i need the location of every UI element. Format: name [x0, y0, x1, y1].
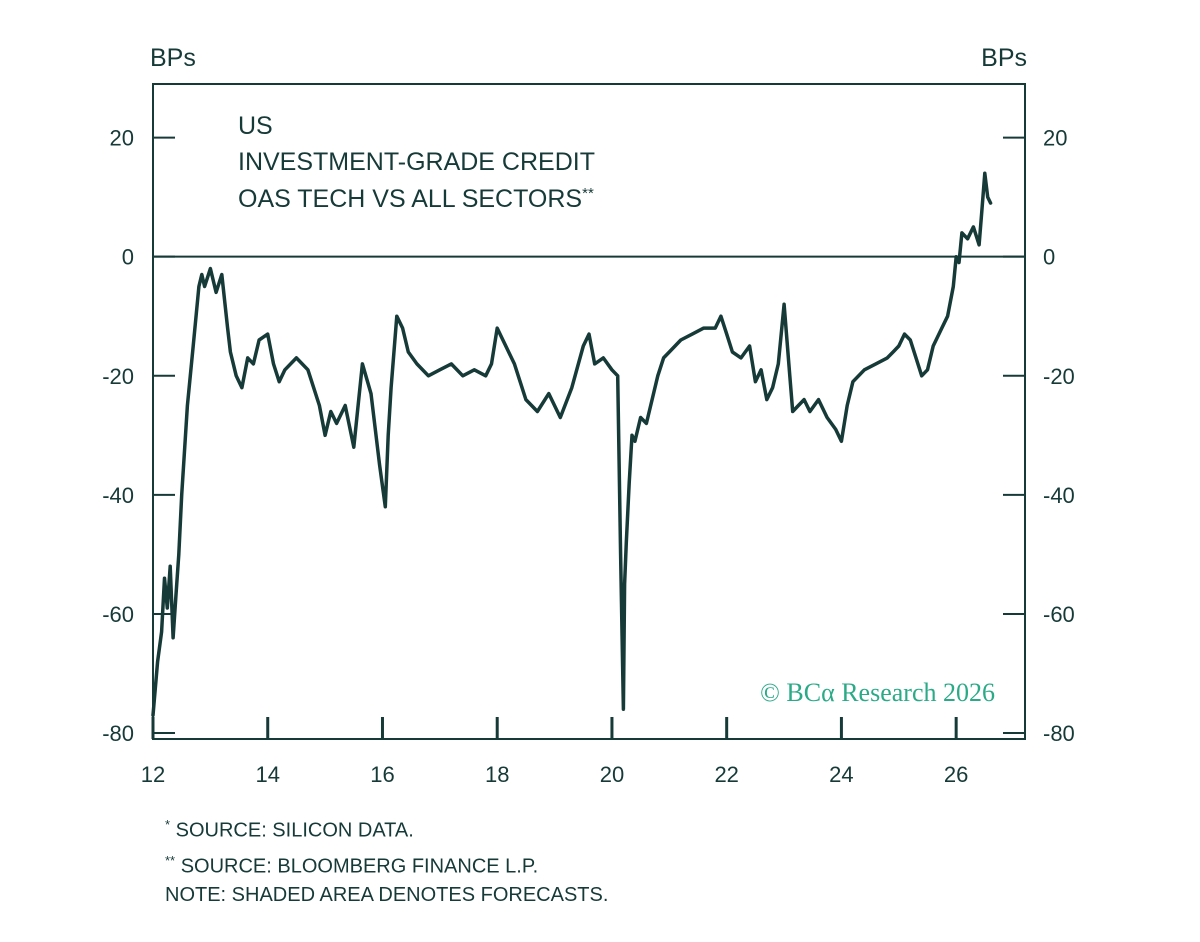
- chart-title: US INVESTMENT-GRADE CREDIT OAS TECH VS A…: [238, 112, 595, 213]
- source-note-1: * SOURCE: SILICON DATA.: [165, 810, 608, 846]
- x-tick-label: 22: [714, 762, 738, 787]
- x-tick-label: 16: [370, 762, 394, 787]
- x-tick-label: 14: [255, 762, 279, 787]
- y-tick-label-left: 0: [122, 245, 134, 270]
- chart-title-line-3-text: OAS TECH VS ALL SECTORS: [238, 185, 582, 213]
- forecast-note: NOTE: SHADED AREA DENOTES FORECASTS.: [165, 881, 608, 910]
- y-tick-label-left: -20: [102, 364, 134, 389]
- y-tick-label-right: -80: [1043, 721, 1075, 746]
- source-note-2: ** SOURCE: BLOOMBERG FINANCE L.P.: [165, 846, 608, 882]
- y-tick-label-right: 20: [1043, 126, 1067, 151]
- y-tick-label-right: 0: [1043, 245, 1055, 270]
- chart-title-superscript: **: [582, 185, 594, 202]
- forecast-note-text: NOTE: SHADED AREA DENOTES FORECASTS.: [165, 884, 609, 907]
- chart-notes: * SOURCE: SILICON DATA. ** SOURCE: BLOOM…: [165, 810, 608, 910]
- source-note-2-text: SOURCE: BLOOMBERG FINANCE L.P.: [180, 855, 539, 878]
- x-tick-label: 26: [944, 762, 968, 787]
- chart-title-line-3: OAS TECH VS ALL SECTORS**: [238, 185, 594, 213]
- y-axis-unit-left: BPs: [150, 44, 196, 72]
- bca-watermark: © BCα Research 2026: [760, 678, 995, 707]
- source-note-2-mark: **: [165, 852, 176, 868]
- chart-title-line-2: INVESTMENT-GRADE CREDIT: [238, 148, 595, 176]
- y-tick-label-right: -20: [1043, 364, 1075, 389]
- source-note-1-text: SOURCE: SILICON DATA.: [175, 819, 414, 842]
- y-tick-label-left: -60: [102, 602, 134, 627]
- y-tick-label-left: 20: [110, 126, 134, 151]
- x-tick-label: 18: [485, 762, 509, 787]
- chart-title-line-1: US: [238, 112, 273, 140]
- x-tick-label: 20: [600, 762, 624, 787]
- x-tick-label: 12: [141, 762, 165, 787]
- chart-axes: 20 20 0 0 -20 -20 -40 -40 -60 -60 -80 -80 12 14 16 18 20…: [102, 83, 1075, 787]
- y-tick-label-left: -80: [102, 721, 134, 746]
- chart-series-layer: [151, 171, 993, 717]
- series-line-1: [151, 171, 993, 717]
- x-tick-label: 24: [829, 762, 853, 787]
- plot-frame: [152, 83, 1026, 740]
- y-tick-label-left: -40: [102, 483, 134, 508]
- source-note-1-mark: *: [165, 817, 171, 832]
- y-tick-label-right: -40: [1043, 483, 1075, 508]
- y-axis-unit-right: BPs: [981, 44, 1027, 72]
- y-tick-label-right: -60: [1043, 602, 1075, 627]
